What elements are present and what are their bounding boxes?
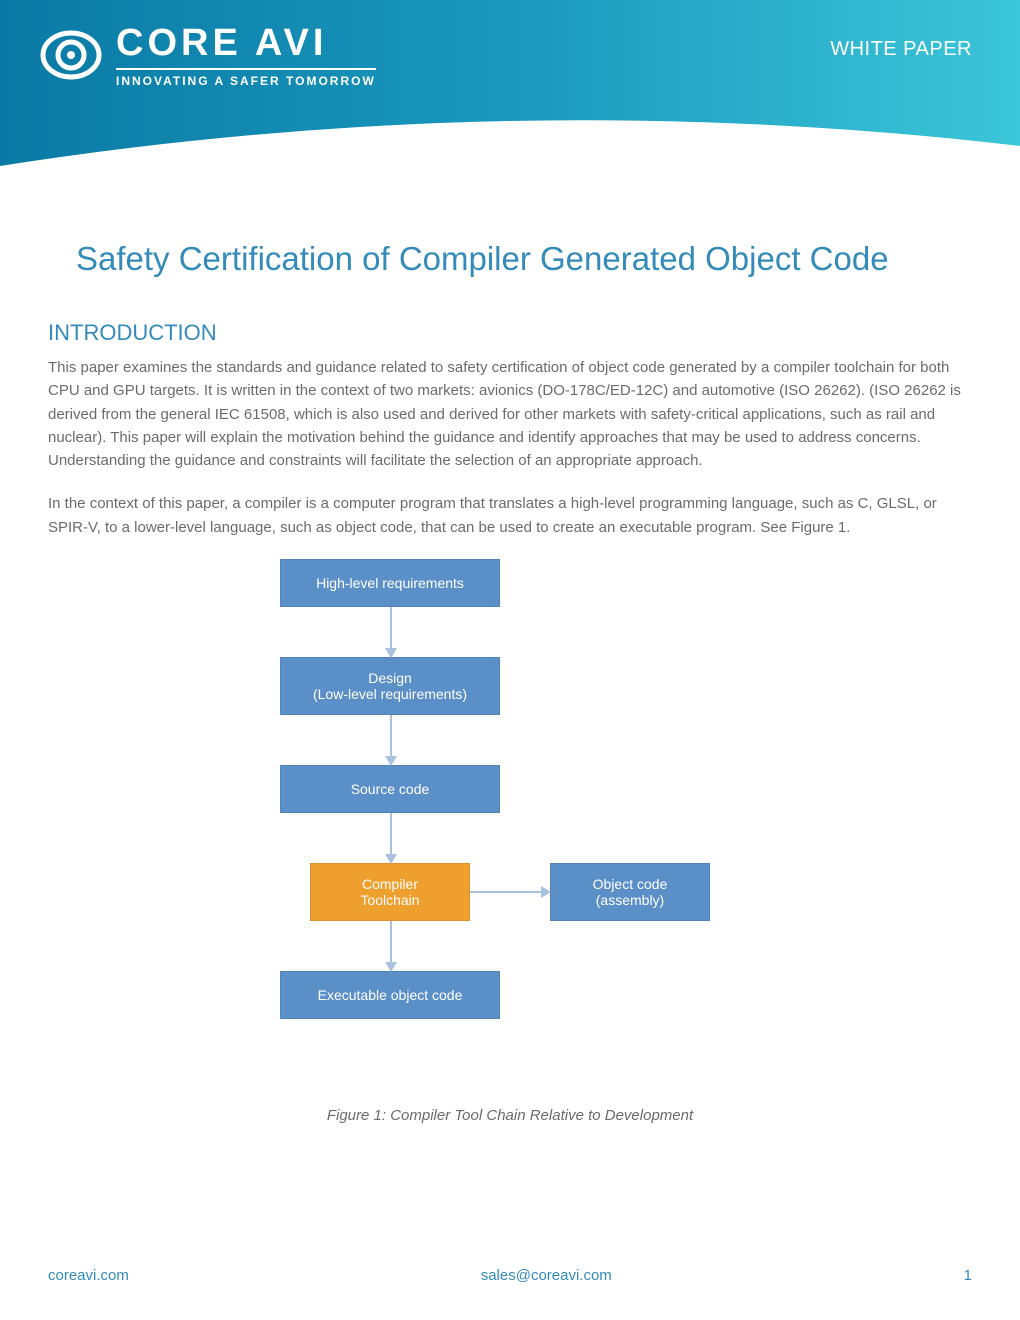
flow-arrow-n4-n5 (470, 891, 550, 893)
document-type-label: WHITE PAPER (830, 38, 972, 61)
logo-main-text: CORE AVI (116, 24, 376, 62)
logo-divider (116, 68, 376, 70)
flow-node-n6: Executable object code (280, 971, 500, 1019)
header-curve (0, 116, 1020, 180)
page-title: Safety Certification of Compiler Generat… (48, 240, 972, 278)
flow-node-n1: High-level requirements (280, 559, 500, 607)
flow-arrow-n2-n3 (390, 715, 392, 765)
flow-arrow-n4-n6 (390, 921, 392, 971)
figure-caption: Figure 1: Compiler Tool Chain Relative t… (48, 1107, 972, 1124)
flow-node-n4: Compiler Toolchain (310, 863, 470, 921)
footer-email: sales@coreavi.com (481, 1267, 612, 1284)
intro-paragraph-1: This paper examines the standards and gu… (48, 356, 972, 472)
logo: CORE AVI INNOVATING A SAFER TOMORROW (40, 24, 376, 88)
flow-arrow-n3-n4 (390, 813, 392, 863)
flow-node-n2: Design (Low-level requirements) (280, 657, 500, 715)
flowchart: High-level requirements Design (Low-level… (250, 559, 770, 1099)
flow-node-n3: Source code (280, 765, 500, 813)
section-heading-introduction: INTRODUCTION (48, 320, 972, 346)
intro-paragraph-2: In the context of this paper, a compiler… (48, 492, 972, 539)
footer-website: coreavi.com (48, 1267, 129, 1284)
flowchart-container: High-level requirements Design (Low-level… (48, 559, 972, 1099)
logo-text-block: CORE AVI INNOVATING A SAFER TOMORROW (116, 24, 376, 88)
flow-node-n5: Object code (assembly) (550, 863, 710, 921)
flow-arrow-n1-n2 (390, 607, 392, 657)
page-body: Safety Certification of Compiler Generat… (0, 180, 1020, 1124)
page-footer: coreavi.com sales@coreavi.com 1 (0, 1267, 1020, 1284)
footer-page-number: 1 (964, 1267, 972, 1284)
logo-tagline: INNOVATING A SAFER TOMORROW (116, 74, 376, 88)
header-band: CORE AVI INNOVATING A SAFER TOMORROW WHI… (0, 0, 1020, 180)
logo-mark-icon (40, 24, 102, 86)
